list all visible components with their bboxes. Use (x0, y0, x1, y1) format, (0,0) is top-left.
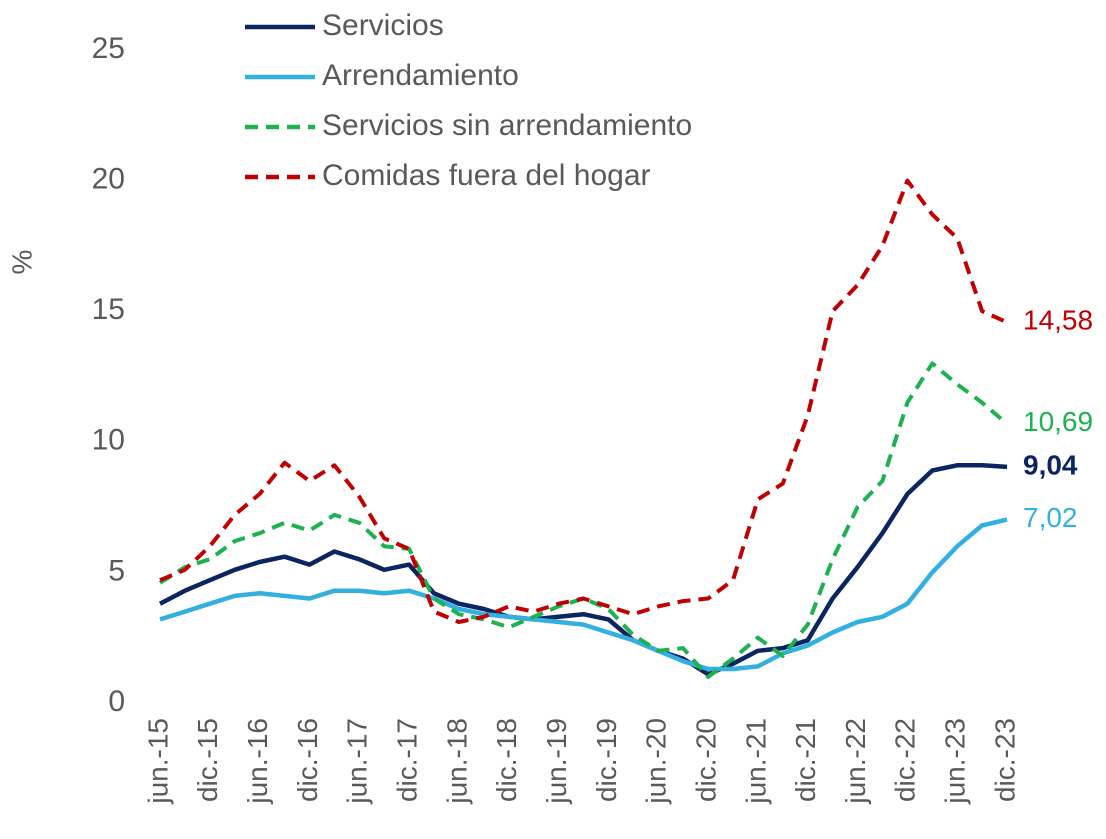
x-tick-label: dic.-23 (989, 718, 1020, 802)
x-tick-label: jun.-21 (740, 718, 771, 805)
x-tick-label: jun.-16 (242, 718, 273, 805)
x-tick-label: dic.-15 (192, 718, 223, 802)
y-tick-label: 0 (108, 685, 125, 718)
x-tick-label: dic.-19 (591, 718, 622, 802)
data-label: 7,02 (1023, 502, 1078, 533)
x-tick-label: dic.-18 (491, 718, 522, 802)
legend-label: Comidas fuera del hogar (322, 159, 651, 192)
y-axis-label: % (6, 250, 37, 275)
x-tick-label: jun.-23 (940, 718, 971, 805)
x-tick-label: jun.-15 (142, 718, 173, 805)
legend-label: Servicios (322, 9, 444, 42)
data-label: 9,04 (1023, 449, 1078, 480)
series-line (158, 361, 1009, 679)
data-label: 10,69 (1023, 406, 1093, 437)
series-line (159, 178, 1008, 624)
x-tick-label: dic.-16 (292, 718, 323, 802)
y-tick-label: 5 (108, 554, 125, 587)
data-label: 14,58 (1023, 305, 1093, 336)
series-line (158, 463, 1008, 677)
y-tick-label: 15 (92, 293, 125, 326)
x-tick-label: dic.-21 (790, 718, 821, 802)
x-tick-label: jun.-22 (840, 718, 871, 805)
y-tick-label: 10 (92, 424, 125, 457)
y-tick-label: 25 (92, 32, 125, 65)
series-line (159, 517, 1008, 672)
x-tick-label: dic.-17 (392, 718, 423, 802)
x-tick-label: dic.-20 (690, 718, 721, 802)
legend-label: Arrendamiento (322, 59, 519, 92)
x-tick-label: jun.-20 (641, 718, 672, 805)
y-tick-label: 20 (92, 163, 125, 196)
legend-label: Servicios sin arrendamiento (322, 109, 692, 142)
x-tick-label: jun.-17 (342, 718, 373, 805)
x-tick-label: jun.-18 (441, 718, 472, 805)
x-tick-label: jun.-19 (541, 718, 572, 805)
x-tick-label: dic.-22 (890, 718, 921, 802)
